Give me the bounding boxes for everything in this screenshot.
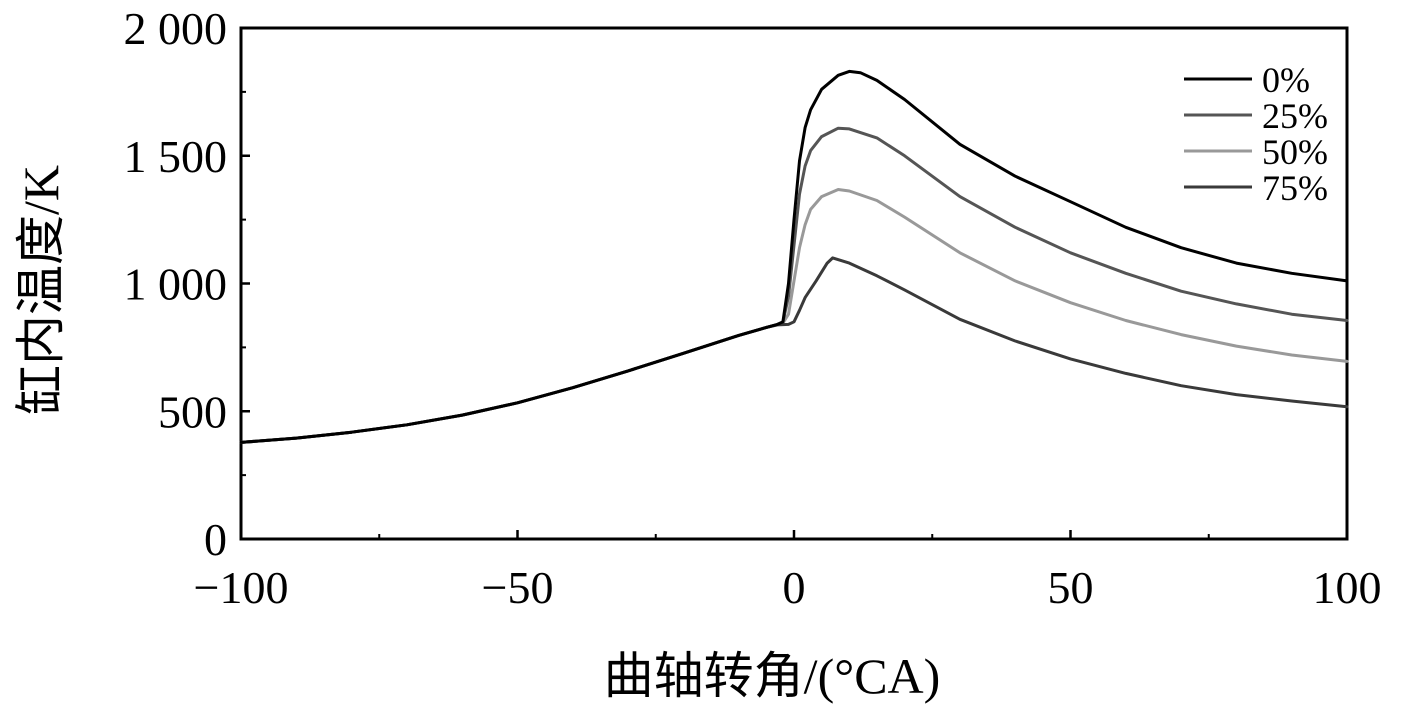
series-line-0pct: [239, 69, 1349, 444]
x-axis-title: 曲轴转角/(°CA): [604, 648, 941, 704]
legend-label: 0%: [1262, 60, 1310, 100]
x-tick-label: 100: [1313, 562, 1382, 613]
y-tick-label: 0: [204, 514, 227, 565]
legend-label: 75%: [1262, 168, 1328, 208]
x-tick-label: 50: [1048, 562, 1094, 613]
minor-ticks: [241, 90, 1210, 539]
x-tick-label: −100: [194, 562, 289, 613]
legend: 0%25%50%75%: [1184, 60, 1328, 208]
x-tick-label: 0: [783, 562, 806, 613]
y-axis-title: 缸内温度/K: [13, 165, 69, 415]
series-lines: [239, 69, 1349, 444]
y-tick-label: 2 000: [124, 3, 228, 54]
x-tick-labels: −100 −50 0 50 100: [194, 562, 1382, 613]
y-tick-label: 1 500: [124, 131, 228, 182]
y-tick-label: 1 000: [124, 259, 228, 310]
legend-label: 25%: [1262, 96, 1328, 136]
y-tick-labels: 0 500 1 000 1 500 2 000: [124, 3, 228, 565]
legend-label: 50%: [1262, 132, 1328, 172]
x-tick-label: −50: [482, 562, 554, 613]
y-tick-label: 500: [158, 386, 227, 437]
